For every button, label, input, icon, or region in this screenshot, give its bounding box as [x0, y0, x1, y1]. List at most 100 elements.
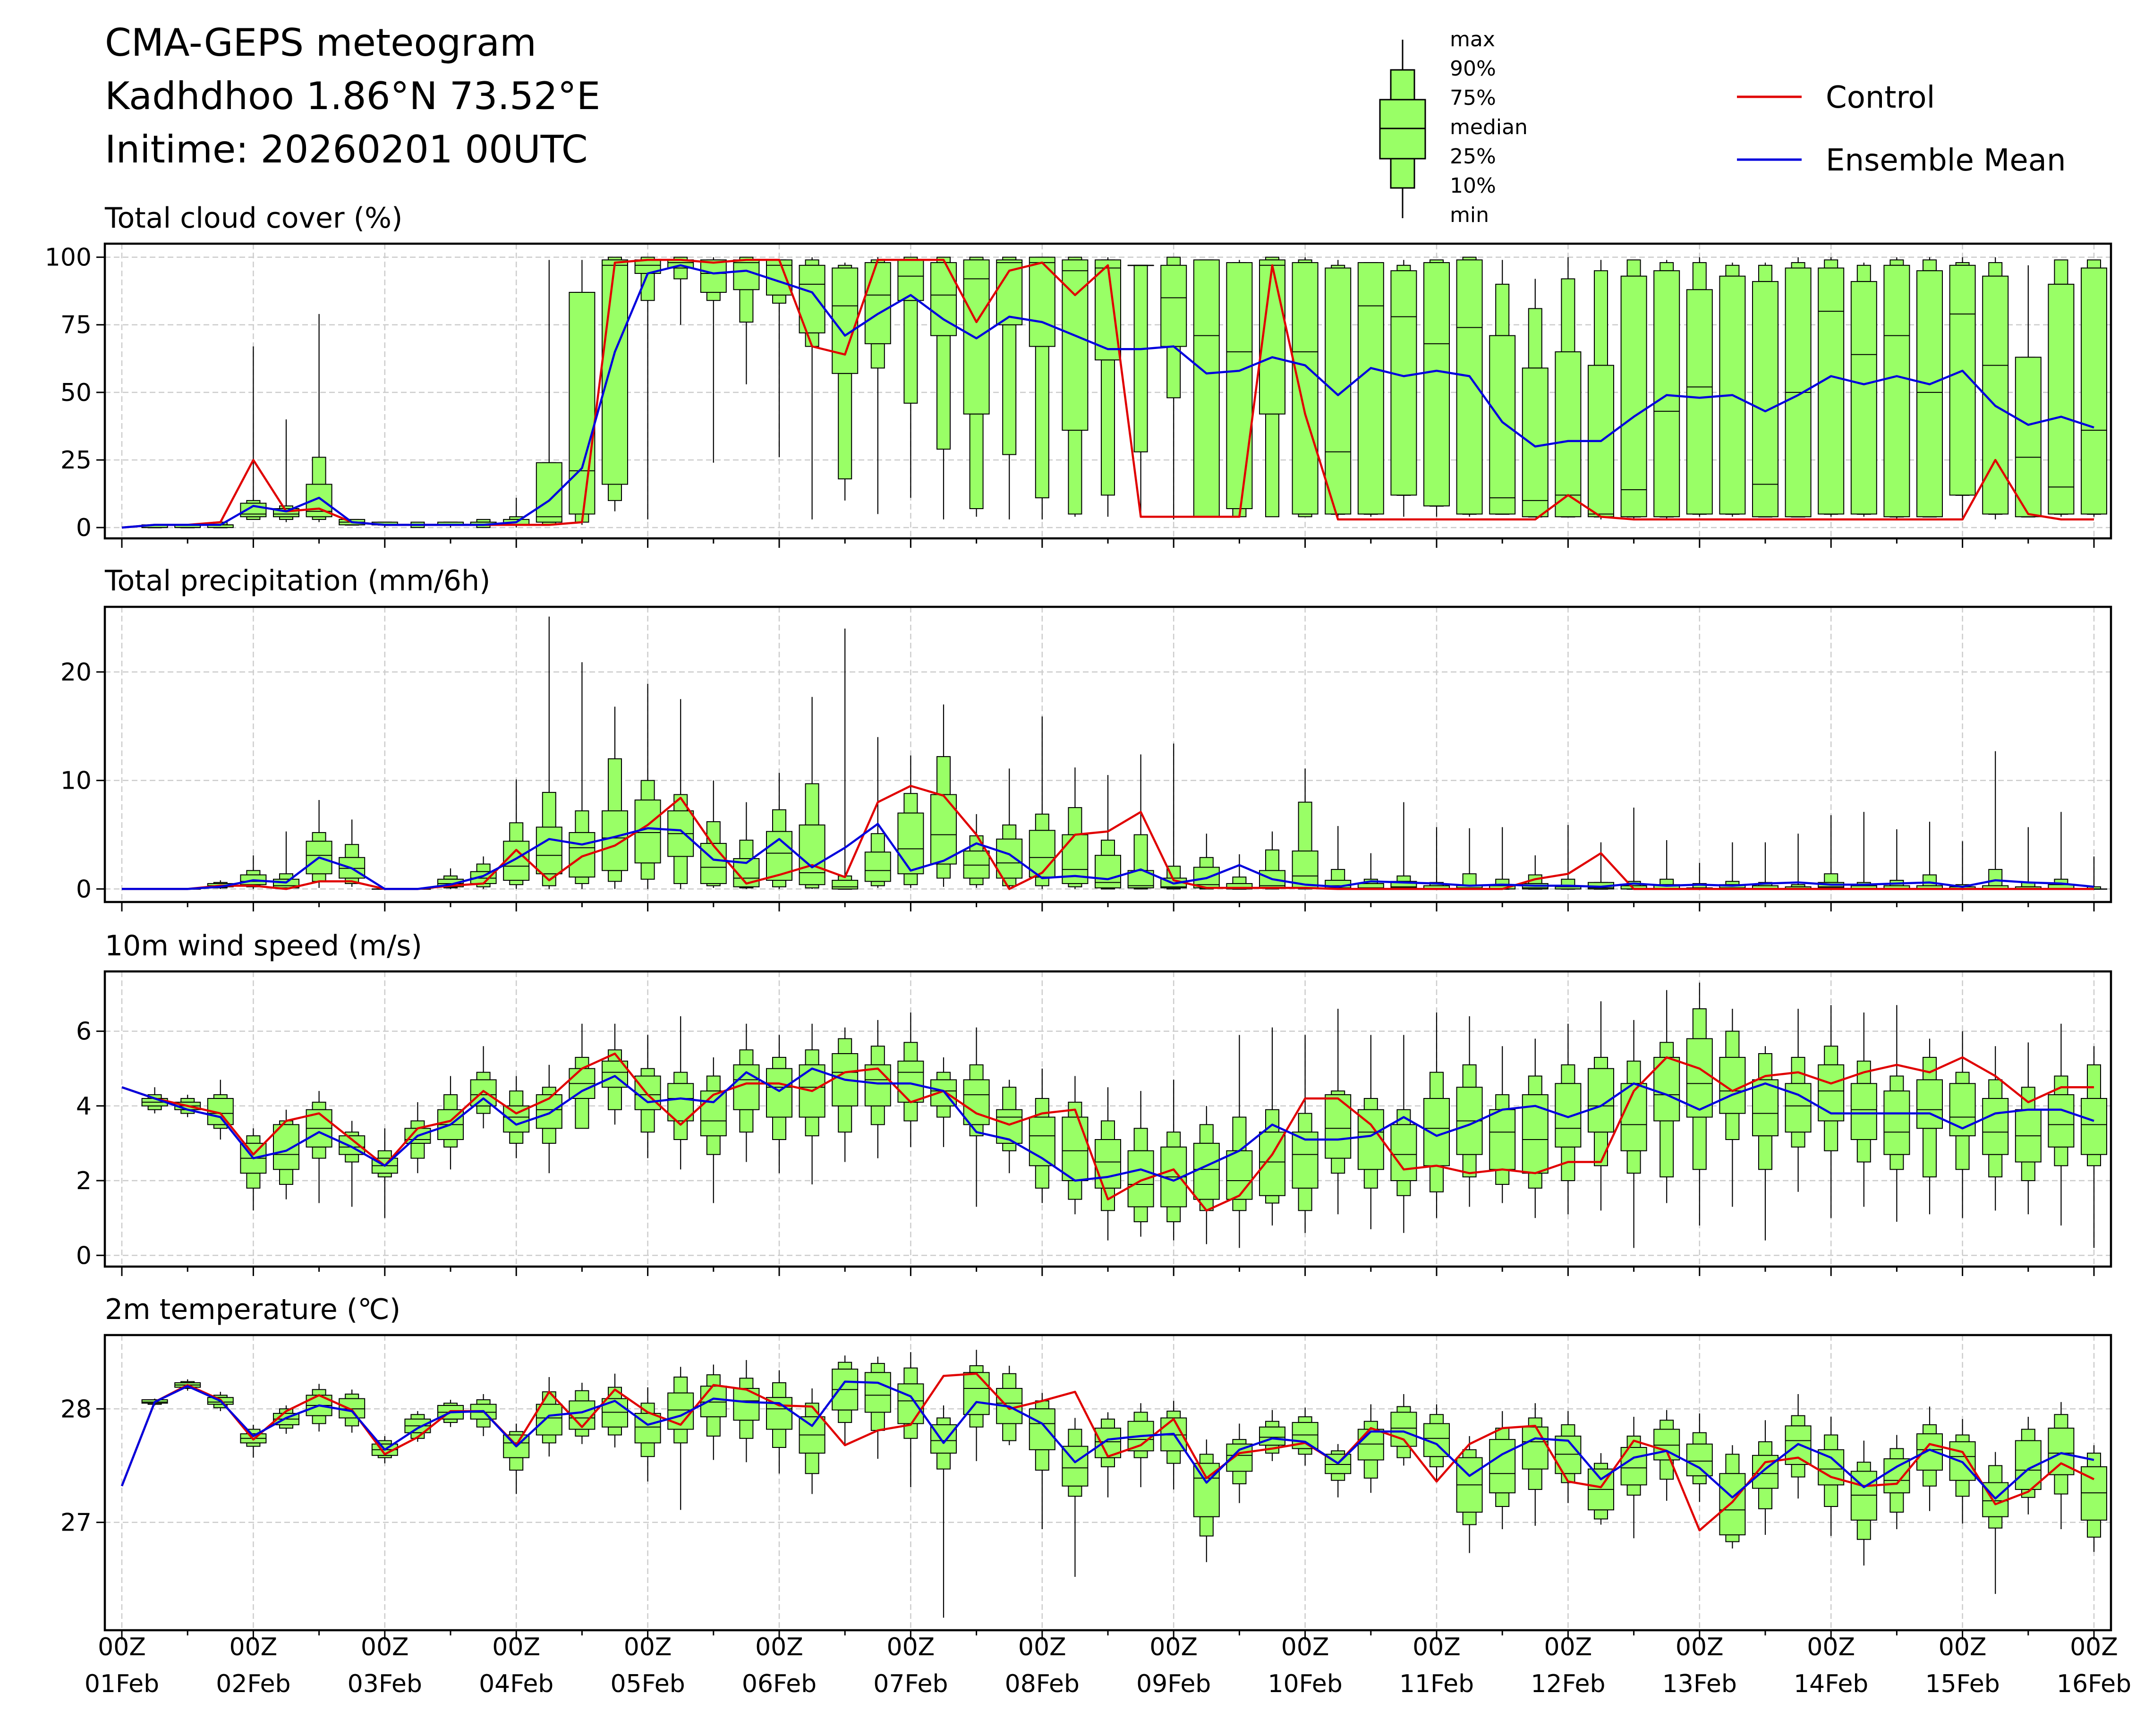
box-whisker: [273, 1109, 299, 1200]
box-outer-upper: [1462, 1064, 1477, 1088]
box-whisker: [799, 257, 825, 519]
box-whisker: [733, 1360, 760, 1463]
box-outer-upper: [1824, 1434, 1838, 1450]
box-outer-upper: [1199, 857, 1214, 868]
box-whisker: [1193, 259, 1220, 518]
box-outer-upper: [1101, 1120, 1115, 1140]
box-inner: [963, 1372, 990, 1415]
box-outer-lower: [772, 1429, 786, 1448]
box-inner: [1390, 1124, 1417, 1182]
box-outer-lower: [903, 1101, 918, 1122]
box-whisker: [1850, 1440, 1877, 1566]
box-whisker: [503, 1423, 530, 1494]
box-inner: [569, 292, 596, 515]
box-outer-upper: [1594, 270, 1608, 366]
box-outer-upper: [1594, 1463, 1608, 1470]
box-outer-lower: [1068, 883, 1082, 887]
box-outer-upper: [2054, 1075, 2068, 1096]
box-outer-upper: [1232, 1116, 1247, 1151]
box-outer-lower: [1331, 1157, 1345, 1174]
box-whisker: [832, 263, 859, 501]
box-whisker: [2015, 265, 2042, 518]
box-outer-upper: [1955, 1434, 1970, 1442]
box-outer-upper: [377, 1150, 392, 1159]
box-inner: [864, 1372, 891, 1413]
box-inner: [2015, 357, 2042, 518]
box-outer-lower: [640, 862, 655, 880]
box-outer-lower: [1068, 1180, 1082, 1200]
box-outer-lower: [1955, 1135, 1970, 1170]
panel-2: 10m wind speed (m/s) 0 2 4 6: [76, 929, 2112, 1276]
box-whisker: [2015, 827, 2042, 890]
box-whisker: [1916, 257, 1943, 518]
box-whisker: [1062, 256, 1089, 517]
box-whisker: [1785, 257, 1812, 518]
box-inner: [733, 259, 760, 290]
box-outer-upper: [1561, 278, 1575, 352]
box-outer-upper: [1889, 259, 1904, 266]
box-whisker: [1390, 1394, 1417, 1466]
box-inner: [1423, 262, 1450, 507]
box-outer-upper: [1166, 256, 1181, 266]
box-whisker: [996, 256, 1023, 519]
box-whisker: [339, 1389, 366, 1433]
box-outer-lower: [640, 1109, 655, 1133]
box-whisker: [700, 780, 727, 888]
box-outer-lower: [1265, 413, 1279, 518]
box-outer-upper: [345, 1394, 359, 1399]
box-inner: [536, 1404, 562, 1436]
box-whisker: [2081, 1445, 2107, 1552]
box-outer-upper: [1561, 1064, 1575, 1084]
box-whisker: [1095, 257, 1121, 517]
y-tick-label: 0: [76, 875, 92, 903]
box-inner: [1949, 1083, 1976, 1137]
box-inner: [963, 259, 990, 415]
box-outer-lower: [1692, 1116, 1707, 1170]
box-outer-lower: [1166, 1206, 1181, 1223]
box-whisker: [1719, 842, 1746, 890]
box-outer-upper: [246, 1135, 261, 1144]
box-outer-upper: [1791, 1056, 1805, 1084]
y-tick-label: 4: [76, 1092, 92, 1121]
ensemble-mean-line: [121, 1067, 2094, 1182]
box-whisker: [799, 1023, 825, 1184]
box-outer-lower: [1232, 1471, 1247, 1484]
x-tick-label-time: 00Z: [492, 1633, 540, 1661]
box-outer-lower: [1363, 1169, 1378, 1189]
box-outer-upper: [1758, 1441, 1772, 1456]
box-outer-upper: [2054, 1414, 2068, 1429]
box-outer-lower: [1035, 1165, 1049, 1189]
box-inner: [1357, 262, 1384, 515]
panel-frame: [103, 605, 2112, 903]
box-inner: [1818, 267, 1845, 515]
y-tick-label: 10: [60, 767, 92, 795]
x-tick-label-time: 00Z: [1544, 1633, 1592, 1661]
box-outer-lower: [443, 1139, 458, 1148]
box-whisker: [1982, 751, 2009, 890]
box-whisker: [602, 256, 628, 511]
box-outer-upper: [1692, 1432, 1707, 1445]
box-whisker: [1390, 802, 1417, 890]
box-inner: [2081, 267, 2107, 515]
x-tick-label-date: 08Feb: [1005, 1670, 1080, 1698]
box-whisker: [1653, 260, 1680, 519]
box-outer-upper: [1396, 875, 1411, 882]
box-outer-lower: [903, 873, 918, 885]
box-outer-upper: [1298, 1416, 1312, 1423]
y-tick-label: 100: [45, 244, 92, 272]
box-inner: [503, 841, 530, 881]
box-inner: [766, 1068, 792, 1118]
box-outer-lower: [1068, 430, 1082, 515]
box-whisker: [1160, 743, 1187, 890]
box-outer-upper: [1856, 1462, 1871, 1472]
box-outer-upper: [936, 1417, 951, 1425]
box-whisker: [1653, 840, 1680, 890]
box-whisker: [634, 1387, 661, 1482]
box-outer-lower: [509, 880, 524, 885]
box-whisker: [1423, 1013, 1450, 1218]
box-inner: [1653, 1056, 1680, 1122]
box-outer-upper: [739, 1378, 754, 1389]
box-whisker: [536, 1377, 562, 1457]
box-outer-upper: [443, 1094, 458, 1110]
panel-title: 10m wind speed (m/s): [105, 929, 422, 962]
